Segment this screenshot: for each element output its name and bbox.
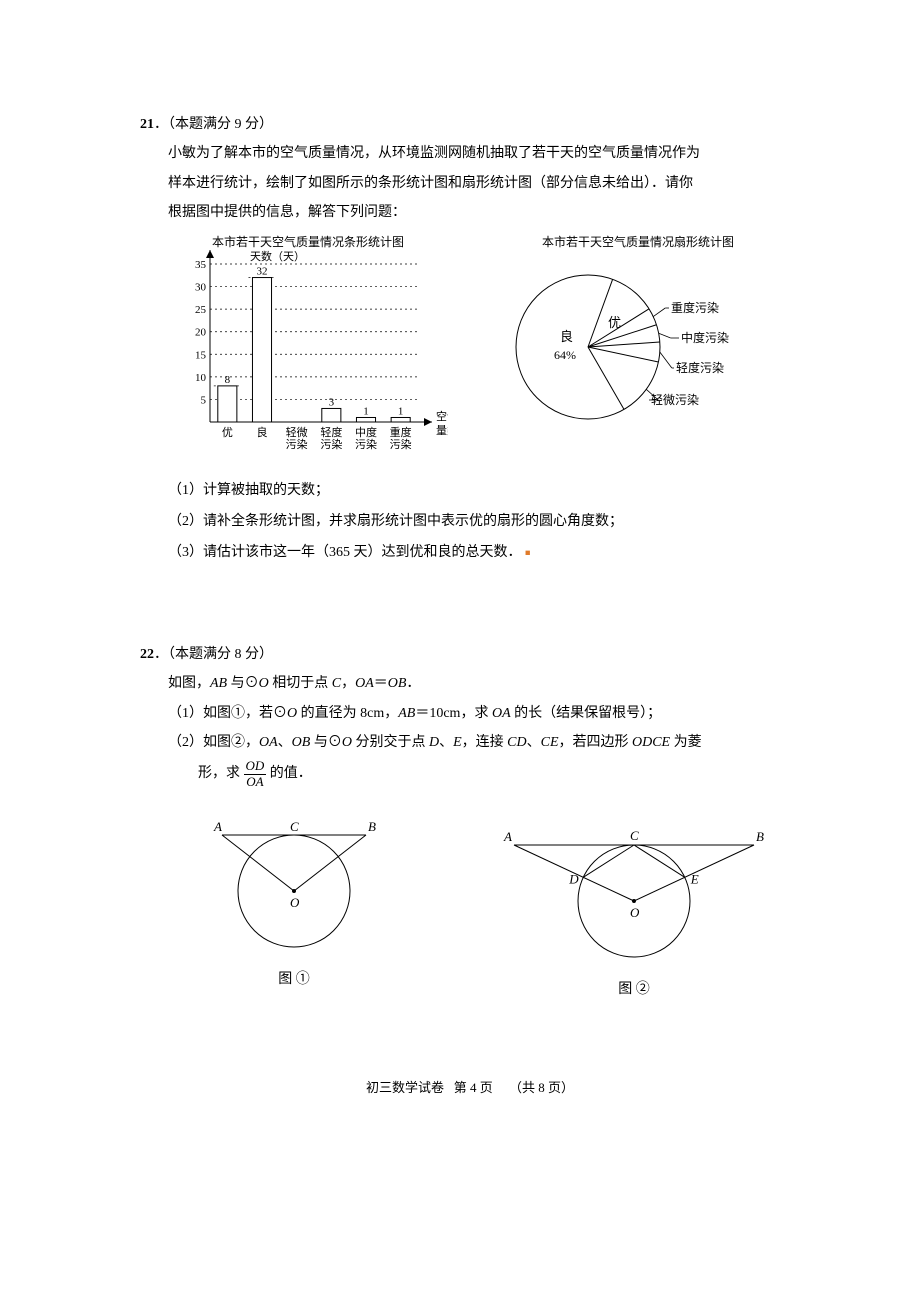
svg-text:D: D bbox=[568, 871, 579, 886]
svg-text:5: 5 bbox=[201, 394, 207, 406]
svg-text:污染: 污染 bbox=[390, 437, 412, 451]
svg-text:轻微污染: 轻微污染 bbox=[651, 392, 699, 407]
svg-text:污染: 污染 bbox=[286, 437, 308, 451]
charts-row: 本市若干天空气质量情况条形统计图天数（天） 5 10 15 20 25 30 35 空气质量类别… bbox=[168, 232, 800, 462]
svg-text:污染: 污染 bbox=[320, 437, 342, 451]
svg-text:重度: 重度 bbox=[390, 425, 412, 439]
svg-text:20: 20 bbox=[195, 326, 207, 338]
svg-text:中度: 中度 bbox=[355, 425, 377, 439]
svg-text:64%: 64% bbox=[554, 348, 576, 362]
q22-line1: 如图，AB 与⊙O 相切于点 C，OA＝OB． bbox=[140, 669, 800, 698]
svg-text:轻度: 轻度 bbox=[320, 425, 342, 439]
svg-text:本市若干天空气质量情况扇形统计图: 本市若干天空气质量情况扇形统计图 bbox=[542, 234, 734, 249]
q22-sub2-line1: （2）如图②，OA、OB 与⊙O 分别交于点 D、E，连接 CD、CE，若四边形… bbox=[140, 728, 800, 757]
bar-chart: 本市若干天空气质量情况条形统计图天数（天） 5 10 15 20 25 30 35 空气质量类别… bbox=[168, 232, 448, 462]
q21-intro-3: 根据图中提供的信息，解答下列问题： bbox=[140, 198, 800, 227]
figure-2-caption: 图 ② bbox=[618, 975, 650, 1004]
svg-text:轻微: 轻微 bbox=[286, 425, 308, 439]
figure-1: A B C O bbox=[194, 799, 394, 959]
fraction: ODOA bbox=[244, 759, 267, 789]
svg-text:良: 良 bbox=[560, 329, 573, 344]
svg-text:B: B bbox=[756, 829, 764, 844]
q21-intro-2: 样本进行统计，绘制了如图所示的条形统计图和扇形统计图（部分信息未给出）．请你 bbox=[140, 169, 800, 198]
svg-text:空气质: 空气质 bbox=[436, 409, 448, 423]
svg-text:1: 1 bbox=[363, 405, 369, 417]
q21-sub-list: （1）计算被抽取的天数； （2）请补全条形统计图，并求扇形统计图中表示优的扇形的… bbox=[140, 476, 800, 568]
q21-number: 21 bbox=[140, 117, 154, 132]
svg-text:3: 3 bbox=[329, 396, 335, 408]
svg-text:中度污染: 中度污染 bbox=[681, 330, 729, 345]
svg-text:A: A bbox=[213, 819, 222, 834]
svg-text:C: C bbox=[290, 819, 299, 834]
q21-sub1: （1）计算被抽取的天数； bbox=[168, 476, 800, 505]
q21-sub2: （2）请补全条形统计图，并求扇形统计图中表示优的扇形的圆心角度数； bbox=[168, 507, 800, 536]
svg-text:重度污染: 重度污染 bbox=[671, 300, 719, 315]
svg-text:轻度污染: 轻度污染 bbox=[676, 360, 724, 375]
q22-sub1: （1）如图①，若⊙O 的直径为 8cm，AB＝10cm，求 OA 的长（结果保留… bbox=[140, 699, 800, 728]
geometry-figures: A B C O 图 ① A B C D E O 图 ② bbox=[168, 799, 800, 1004]
svg-text:1: 1 bbox=[398, 405, 404, 417]
svg-text:C: C bbox=[630, 828, 639, 843]
q21-score: ．（本题满分 9 分） bbox=[154, 117, 273, 132]
svg-text:A: A bbox=[503, 829, 512, 844]
svg-text:良: 良 bbox=[257, 425, 268, 439]
figure-1-block: A B C O 图 ① bbox=[194, 799, 394, 1004]
svg-text:10: 10 bbox=[195, 371, 207, 383]
figure-1-caption: 图 ① bbox=[278, 965, 310, 994]
svg-text:O: O bbox=[290, 895, 300, 910]
svg-text:天数（天）: 天数（天） bbox=[250, 250, 305, 263]
q21-intro-1: 小敏为了解本市的空气质量情况，从环境监测网随机抽取了若干天的空气质量情况作为 bbox=[140, 139, 800, 168]
svg-text:32: 32 bbox=[257, 265, 268, 277]
svg-text:O: O bbox=[630, 905, 640, 920]
figure-2: A B C D E O bbox=[494, 799, 774, 969]
svg-text:B: B bbox=[368, 819, 376, 834]
q22-number: 22 bbox=[140, 647, 154, 662]
figure-2-block: A B C D E O 图 ② bbox=[494, 799, 774, 1004]
svg-text:15: 15 bbox=[195, 349, 207, 361]
pie-chart-block: 本市若干天空气质量情况扇形统计图良 64% 优 重度污染中度污染轻度污染轻微污染 bbox=[478, 232, 798, 462]
svg-text:35: 35 bbox=[195, 259, 207, 271]
pie-chart: 本市若干天空气质量情况扇形统计图良 64% 优 重度污染中度污染轻度污染轻微污染 bbox=[478, 232, 798, 462]
svg-text:污染: 污染 bbox=[355, 437, 377, 451]
q22-score: ．（本题满分 8 分） bbox=[154, 647, 273, 662]
svg-text:8: 8 bbox=[225, 373, 231, 385]
svg-text:30: 30 bbox=[195, 281, 207, 293]
q21-header: 21．（本题满分 9 分） bbox=[140, 110, 800, 139]
svg-text:25: 25 bbox=[195, 304, 207, 316]
svg-text:本市若干天空气质量情况条形统计图: 本市若干天空气质量情况条形统计图 bbox=[212, 234, 404, 249]
svg-text:量类别: 量类别 bbox=[436, 423, 448, 437]
svg-text:优: 优 bbox=[608, 315, 621, 330]
svg-text:E: E bbox=[690, 871, 699, 886]
q22-header: 22．（本题满分 8 分） bbox=[140, 640, 800, 669]
q22-sub2-line2: 形，求 ODOA 的值． bbox=[140, 757, 800, 791]
svg-text:优: 优 bbox=[222, 426, 233, 439]
q21-sub3: （3）请估计该市这一年（365 天）达到优和良的总天数． ■ bbox=[168, 538, 800, 567]
page-footer: 初三数学试卷 第 4 页 （共 8 页） bbox=[140, 1074, 800, 1101]
bar-chart-block: 本市若干天空气质量情况条形统计图天数（天） 5 10 15 20 25 30 35 空气质量类别… bbox=[168, 232, 448, 462]
marker-icon: ■ bbox=[525, 548, 530, 558]
